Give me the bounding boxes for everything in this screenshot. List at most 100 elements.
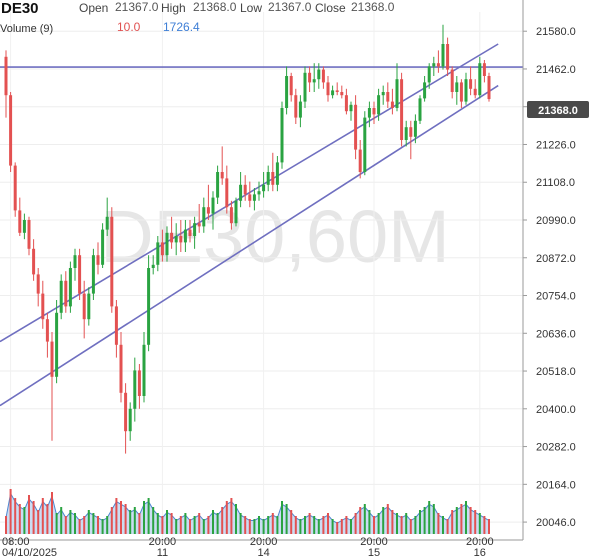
candle-body: [335, 90, 339, 92]
volume-bar: [51, 492, 53, 534]
volume-bar: [5, 516, 7, 534]
volume-bar: [60, 507, 63, 534]
y-tick-label: 20872.0: [536, 253, 576, 265]
trend-line: [0, 43, 499, 343]
candle-body: [87, 293, 91, 320]
candle-body: [252, 194, 256, 201]
candle-body: [165, 232, 169, 256]
volume-bar: [391, 510, 394, 534]
candle-body: [459, 82, 463, 102]
volume-bar: [285, 504, 288, 534]
volume-bar: [225, 501, 228, 534]
volume-bar: [386, 504, 389, 534]
volume-bar: [92, 513, 95, 534]
volume-bar: [166, 510, 168, 534]
candle-body: [308, 72, 312, 83]
volume-bar: [83, 516, 86, 534]
x-tick-label: 20:00: [466, 536, 494, 548]
volume-bar: [363, 504, 366, 534]
candle-body: [78, 255, 82, 294]
candle-body: [55, 312, 59, 377]
x-tick-sublabel: 14: [257, 547, 269, 558]
candle-body: [321, 69, 325, 83]
candle-body: [404, 127, 408, 140]
volume-bar: [64, 516, 67, 534]
candle-body: [202, 207, 206, 227]
volume-bar: [340, 519, 343, 534]
candle-body: [280, 108, 284, 163]
volume-bar: [179, 516, 182, 534]
volume-bar: [106, 516, 109, 534]
volume-bar: [216, 513, 219, 534]
candle-body: [64, 280, 68, 307]
candles: [4, 24, 491, 454]
candle-body: [469, 79, 473, 89]
candle-body: [372, 108, 376, 115]
volume-bar: [101, 519, 104, 534]
low-value: 21367.0: [268, 0, 312, 14]
candle-body: [303, 72, 307, 102]
y-tick-label: 20046.0: [536, 517, 576, 529]
volume-bar: [271, 513, 274, 534]
volume-label: Volume (9): [0, 23, 54, 35]
candle-body: [220, 172, 224, 179]
volume-bar: [41, 498, 44, 534]
low-label: Low: [240, 1, 263, 15]
volume-bar: [382, 507, 385, 534]
candle-body: [312, 79, 316, 83]
y-tick-label: 20282.0: [536, 442, 576, 454]
candle-body: [455, 82, 459, 92]
candle-body: [248, 194, 252, 201]
volume-bar: [133, 507, 136, 534]
candle-body: [377, 95, 381, 115]
candle-body: [174, 236, 178, 243]
y-tick-label: 20990.0: [536, 215, 576, 227]
volume-bar: [46, 504, 49, 534]
grid: [0, 12, 523, 540]
candle-body: [390, 101, 394, 108]
x-tick-sublabel: 15: [368, 547, 380, 558]
volume-bar: [451, 510, 454, 534]
volume-bar: [97, 516, 99, 534]
candle-body: [36, 274, 40, 294]
candle-body: [446, 44, 450, 70]
candle-body: [464, 79, 468, 102]
candle-body: [257, 191, 261, 195]
volume-bar: [198, 513, 201, 534]
candle-body: [216, 172, 220, 198]
volume-bar: [377, 513, 380, 534]
x-tick-label: 20:00: [149, 536, 177, 548]
candle-body: [170, 232, 174, 243]
volume-bar: [184, 513, 187, 534]
candle-body: [96, 255, 100, 265]
open-label: Open: [79, 1, 109, 15]
candle-body: [9, 95, 13, 166]
candle-body: [73, 255, 77, 268]
candle-body: [156, 242, 160, 265]
candle-body: [413, 120, 417, 137]
volume-bar: [230, 498, 233, 534]
candle-body: [441, 44, 445, 67]
volume-bar: [143, 501, 145, 534]
volume-bar: [299, 519, 302, 534]
high-label: High: [161, 1, 186, 15]
candle-body: [160, 242, 164, 256]
candle-body: [229, 207, 233, 224]
volume-bar: [423, 507, 426, 534]
volume-bar: [469, 507, 472, 534]
volume-bar: [267, 516, 270, 534]
y-tick-label: 21226.0: [536, 139, 576, 151]
volume-bar: [156, 513, 159, 534]
candle-body: [151, 264, 155, 268]
volume-bar: [304, 516, 306, 534]
volume-bar: [327, 513, 329, 534]
symbol-title: DE30: [1, 0, 39, 17]
volume-line: [5, 492, 490, 524]
y-tick-label: 21108.0: [536, 177, 575, 189]
volume-bar: [14, 498, 17, 534]
volume-bar: [442, 516, 444, 534]
candle-body: [142, 344, 146, 396]
volume-bar: [55, 513, 58, 534]
volume-bar: [281, 501, 283, 534]
